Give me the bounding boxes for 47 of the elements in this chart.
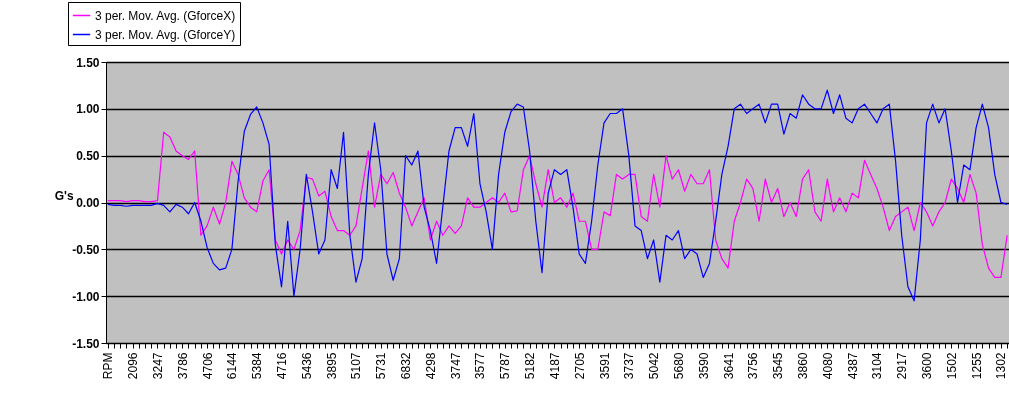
x-tick-label: RPM	[101, 352, 116, 380]
x-tick-label: 5042	[647, 352, 662, 380]
x-tick-label: 3756	[746, 352, 761, 380]
y-tick-label: -0.50	[72, 242, 100, 257]
x-tick-label: 1502	[944, 352, 959, 380]
x-tick-label: 4080	[820, 352, 835, 380]
x-tick-label: 5107	[349, 352, 364, 380]
y-tick-label: 0.00	[76, 196, 100, 210]
x-tick-label: 5787	[498, 352, 513, 380]
x-tick-label: 3577	[473, 352, 488, 380]
x-tick-label: 3545	[771, 352, 786, 380]
x-tick-label: 3600	[920, 352, 935, 380]
x-tick-label: 6144	[225, 352, 240, 380]
y-tick-label: 1.00	[76, 102, 100, 117]
x-tick-label: 3641	[721, 352, 736, 380]
x-tick-label: 3591	[597, 352, 612, 380]
x-tick-label: 2705	[572, 352, 587, 380]
y-tick-label: 1.50	[76, 55, 100, 70]
x-tick-label: 3247	[150, 352, 165, 380]
x-tick-label: 1255	[969, 352, 984, 380]
x-tick-label: 5436	[299, 352, 314, 380]
y-tick-label: -1.00	[72, 289, 100, 304]
x-tick-label: 3590	[696, 352, 711, 380]
x-tick-label: 3737	[622, 352, 637, 380]
x-tick-label: 3895	[324, 352, 339, 380]
x-tick-label: 3747	[448, 352, 463, 380]
x-tick-label: 1302	[994, 352, 1009, 380]
y-axis-title: G's	[54, 189, 74, 203]
x-tick-label: 4298	[423, 352, 438, 380]
x-tick-label: 4716	[275, 352, 290, 380]
x-tick-label: 5182	[523, 352, 538, 380]
x-tick-label: 5731	[374, 352, 389, 380]
y-tick-label: 0.50	[76, 149, 100, 164]
x-tick-label: 5680	[671, 352, 686, 380]
legend-label: 3 per. Mov. Avg. (GforceX)	[95, 8, 236, 23]
x-tick-label: 3860	[795, 352, 810, 380]
x-tick-label: 4706	[200, 352, 215, 380]
x-tick-label: 4187	[547, 352, 562, 380]
x-tick-label: 5384	[250, 352, 265, 380]
y-tick-label: -1.50	[72, 336, 100, 351]
x-tick-label: 3104	[870, 352, 885, 380]
x-tick-label: 2096	[126, 352, 141, 380]
x-tick-label: 3786	[175, 352, 190, 380]
legend-label: 3 per. Mov. Avg. (GforceY)	[95, 27, 236, 42]
x-tick-label: 4387	[845, 352, 860, 380]
x-tick-label: 2917	[895, 352, 910, 380]
x-tick-label: 6832	[399, 352, 414, 380]
